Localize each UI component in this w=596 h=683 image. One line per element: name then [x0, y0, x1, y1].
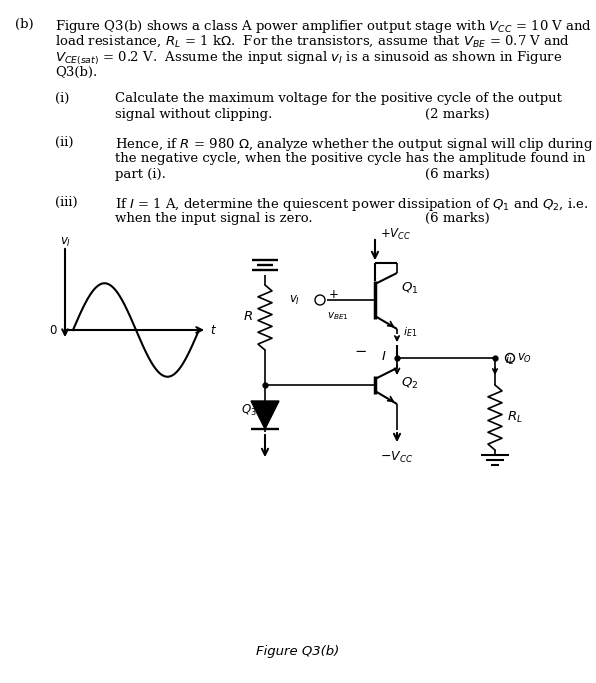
Text: (ii): (ii)	[55, 136, 73, 149]
Text: 0: 0	[49, 324, 57, 337]
Text: $R_L$: $R_L$	[507, 409, 523, 425]
Text: $v_I$: $v_I$	[289, 294, 300, 307]
Text: $v_O$: $v_O$	[517, 352, 532, 365]
Text: part (i).: part (i).	[115, 168, 166, 181]
Text: (iii): (iii)	[55, 196, 77, 209]
Text: $t$: $t$	[210, 324, 217, 337]
Text: $-V_{CC}$: $-V_{CC}$	[380, 450, 414, 465]
Text: (i): (i)	[55, 92, 69, 105]
Text: If $I$ = 1 A, determine the quiescent power dissipation of $Q_1$ and $Q_2$, i.e.: If $I$ = 1 A, determine the quiescent po…	[115, 196, 589, 213]
Text: $i_L$: $i_L$	[505, 353, 514, 367]
Text: +: +	[329, 288, 339, 301]
Text: Hence, if $R$ = 980 $\Omega$, analyze whether the output signal will clip during: Hence, if $R$ = 980 $\Omega$, analyze wh…	[115, 136, 594, 153]
Text: load resistance, $R_L$ = 1 k$\Omega$.  For the transistors, assume that $V_{BE}$: load resistance, $R_L$ = 1 k$\Omega$. Fo…	[55, 34, 570, 49]
Text: $+V_{CC}$: $+V_{CC}$	[380, 227, 411, 242]
Text: $Q_3$: $Q_3$	[241, 402, 257, 417]
Text: when the input signal is zero.: when the input signal is zero.	[115, 212, 313, 225]
Text: (6 marks): (6 marks)	[426, 212, 490, 225]
Polygon shape	[251, 401, 279, 429]
Text: the negative cycle, when the positive cycle has the amplitude found in: the negative cycle, when the positive cy…	[115, 152, 585, 165]
Text: (6 marks): (6 marks)	[426, 168, 490, 181]
Text: $Q_2$: $Q_2$	[401, 376, 418, 391]
Text: $v_{BE1}$: $v_{BE1}$	[327, 310, 349, 322]
Text: Figure Q3(b): Figure Q3(b)	[256, 645, 340, 658]
Text: Figure Q3(b) shows a class A power amplifier output stage with $V_{CC}$ = 10 V a: Figure Q3(b) shows a class A power ampli…	[55, 18, 592, 35]
Text: $I$: $I$	[381, 350, 387, 363]
Text: signal without clipping.: signal without clipping.	[115, 108, 272, 121]
Text: $Q_1$: $Q_1$	[401, 281, 418, 296]
Text: $i_{E1}$: $i_{E1}$	[403, 325, 417, 339]
Text: (b): (b)	[15, 18, 33, 31]
Text: $-$: $-$	[353, 342, 367, 357]
Text: $v_I$: $v_I$	[60, 236, 71, 249]
Text: Calculate the maximum voltage for the positive cycle of the output: Calculate the maximum voltage for the po…	[115, 92, 562, 105]
Text: $V_{CE(sat)}$ = 0.2 V.  Assume the input signal $v_I$ is a sinusoid as shown in : $V_{CE(sat)}$ = 0.2 V. Assume the input …	[55, 50, 562, 67]
Text: (2 marks): (2 marks)	[426, 108, 490, 121]
Text: Q3(b).: Q3(b).	[55, 66, 97, 79]
Text: $R$: $R$	[243, 311, 253, 324]
